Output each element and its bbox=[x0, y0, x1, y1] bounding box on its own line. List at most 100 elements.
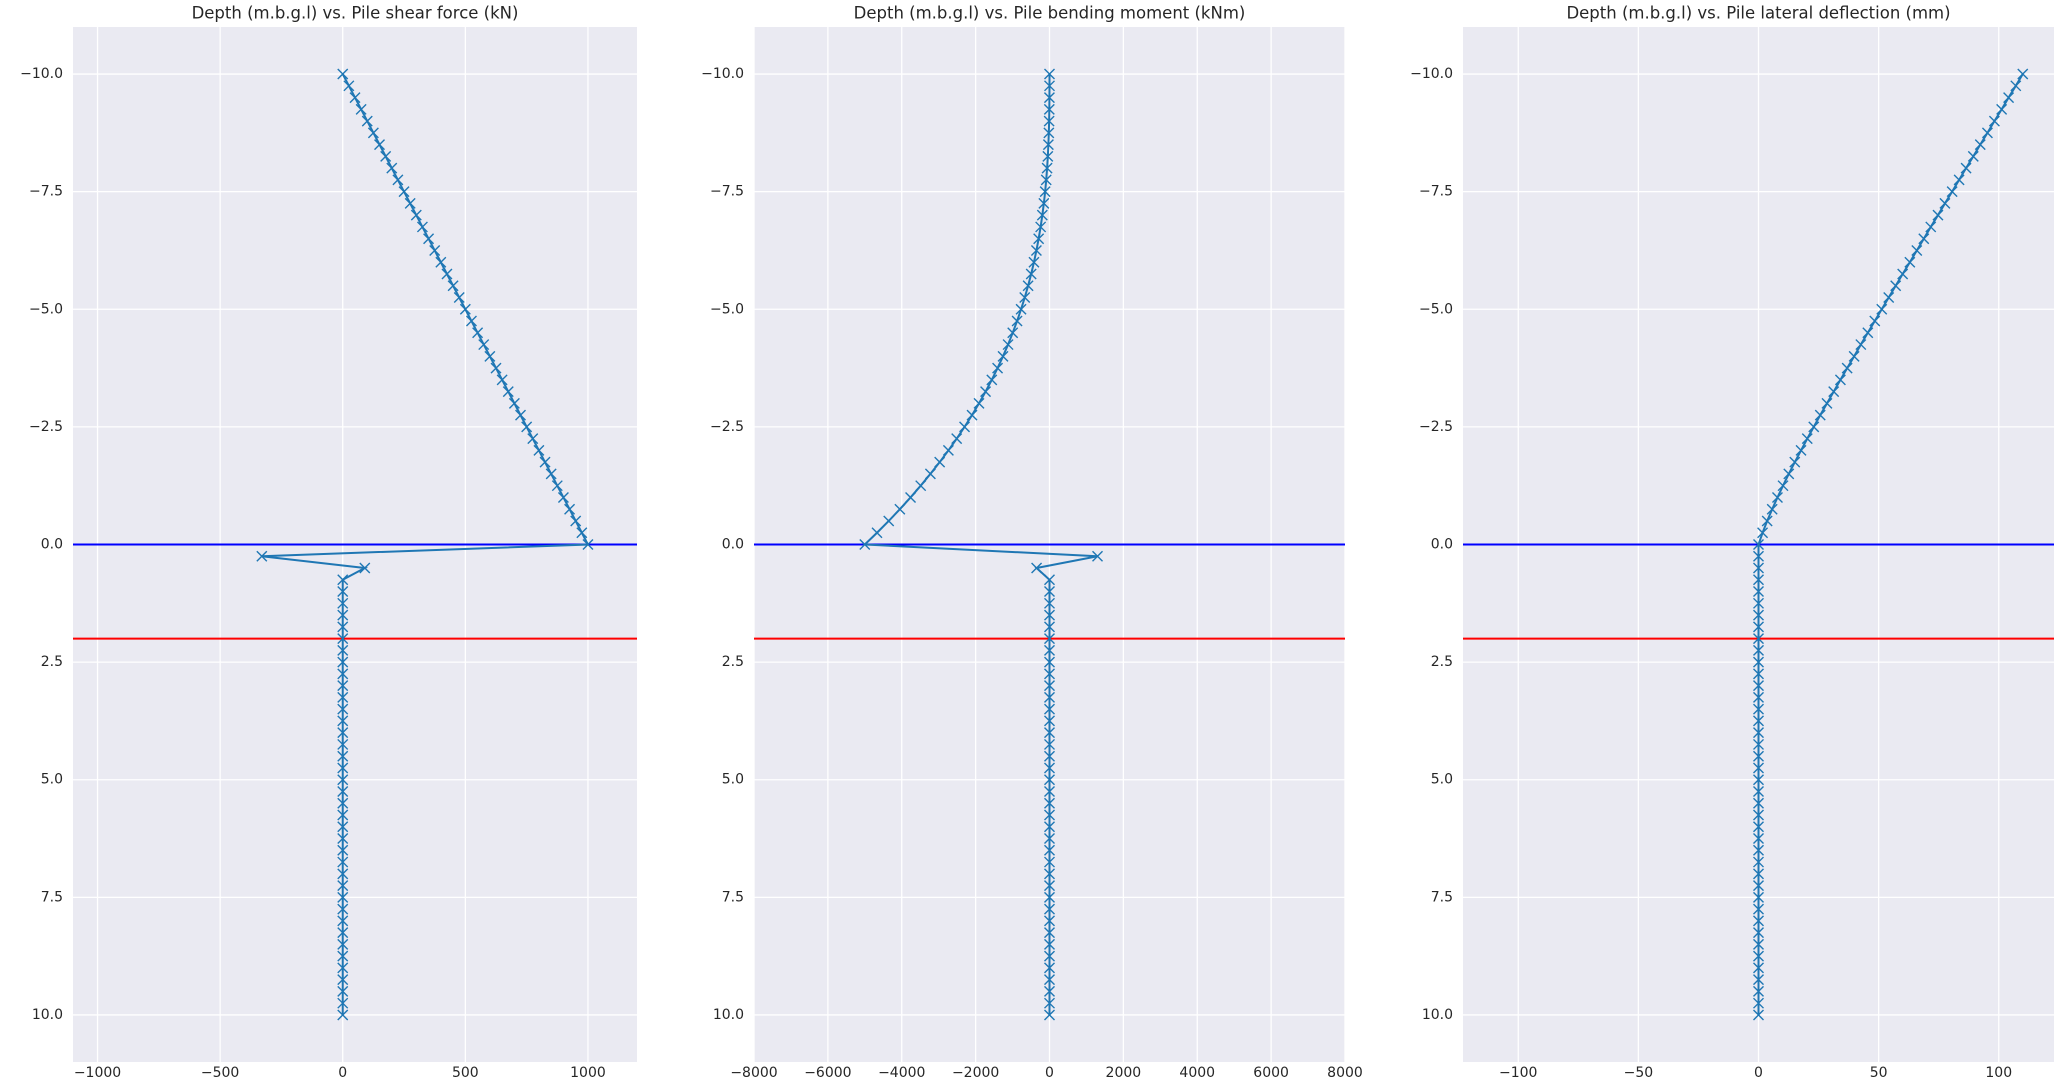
data-marker bbox=[1834, 374, 1846, 386]
data-marker bbox=[337, 1009, 349, 1021]
data-marker bbox=[1044, 586, 1055, 598]
y-tick-label: −10.0 bbox=[1410, 66, 1453, 82]
data-marker bbox=[465, 315, 477, 327]
data-marker bbox=[1753, 997, 1764, 1009]
data-marker bbox=[1753, 915, 1764, 927]
data-marker bbox=[570, 515, 582, 527]
data-marker bbox=[1038, 197, 1050, 209]
data-marker bbox=[1753, 750, 1764, 762]
data-marker bbox=[472, 327, 484, 339]
data-marker bbox=[1897, 268, 1909, 280]
data-marker bbox=[1757, 527, 1769, 539]
data-marker bbox=[337, 703, 349, 715]
data-marker bbox=[1753, 644, 1764, 656]
data-marker bbox=[1753, 680, 1764, 692]
data-marker bbox=[959, 421, 971, 433]
data-marker bbox=[1876, 303, 1888, 315]
data-marker bbox=[1996, 103, 2008, 115]
data-marker bbox=[337, 880, 349, 892]
data-marker bbox=[1040, 174, 1052, 186]
data-marker bbox=[1044, 774, 1055, 786]
data-marker bbox=[871, 527, 883, 539]
data-marker bbox=[423, 233, 435, 245]
data-marker bbox=[1821, 397, 1833, 409]
data-marker bbox=[256, 550, 268, 562]
data-marker bbox=[894, 503, 906, 515]
data-marker bbox=[337, 68, 349, 80]
data-marker bbox=[459, 303, 471, 315]
data-marker bbox=[1044, 844, 1055, 856]
data-marker bbox=[1042, 139, 1054, 151]
y-tick-label: 5.0 bbox=[1431, 772, 1453, 788]
data-marker bbox=[502, 386, 514, 398]
data-marker bbox=[398, 186, 410, 198]
data-marker bbox=[337, 715, 349, 727]
data-marker bbox=[508, 397, 520, 409]
y-tick-label: −5.0 bbox=[29, 301, 63, 317]
data-marker bbox=[496, 374, 508, 386]
data-marker bbox=[374, 139, 386, 151]
data-marker bbox=[1031, 562, 1043, 574]
data-marker bbox=[337, 644, 349, 656]
data-marker bbox=[337, 597, 349, 609]
data-marker bbox=[1753, 703, 1764, 715]
data-marker bbox=[859, 539, 871, 550]
data-marker bbox=[1092, 550, 1104, 562]
data-marker bbox=[1039, 186, 1051, 198]
data-marker bbox=[337, 609, 349, 621]
data-marker bbox=[349, 92, 361, 104]
data-marker bbox=[1967, 150, 1979, 162]
data-marker bbox=[1044, 974, 1055, 986]
data-marker bbox=[337, 950, 349, 962]
x-tick-label: 0 bbox=[1045, 1065, 1054, 1081]
data-marker bbox=[1044, 833, 1055, 845]
data-marker bbox=[337, 938, 349, 950]
data-marker bbox=[1044, 80, 1055, 92]
data-marker bbox=[1043, 103, 1055, 115]
data-marker bbox=[380, 150, 392, 162]
data-marker bbox=[1044, 950, 1055, 962]
data-marker bbox=[337, 750, 349, 762]
data-marker bbox=[1753, 597, 1764, 609]
data-marker bbox=[1002, 339, 1014, 351]
x-tick-label: −8000 bbox=[730, 1065, 777, 1081]
x-tick-label: 500 bbox=[452, 1065, 479, 1081]
x-tick-label: 4000 bbox=[1179, 1065, 1215, 1081]
data-marker bbox=[905, 491, 917, 503]
data-marker bbox=[337, 974, 349, 986]
data-marker bbox=[1761, 515, 1773, 527]
data-marker bbox=[1035, 221, 1047, 233]
data-marker bbox=[1025, 268, 1037, 280]
subplot: Depth (m.b.g.l) vs. Pile lateral deflect… bbox=[1410, 4, 2054, 1081]
data-marker bbox=[1044, 868, 1055, 880]
data-marker bbox=[1753, 668, 1764, 680]
data-marker bbox=[337, 680, 349, 692]
data-marker bbox=[973, 397, 985, 409]
data-marker bbox=[337, 997, 349, 1009]
data-marker bbox=[1044, 680, 1055, 692]
data-marker bbox=[2010, 80, 2022, 92]
data-marker bbox=[1753, 715, 1764, 727]
data-marker bbox=[1044, 785, 1055, 797]
data-marker bbox=[1753, 938, 1764, 950]
data-marker bbox=[337, 797, 349, 809]
x-tick-label: 2000 bbox=[1106, 1065, 1142, 1081]
data-marker bbox=[1044, 68, 1055, 80]
data-marker bbox=[951, 433, 963, 445]
data-marker bbox=[582, 539, 594, 550]
data-marker bbox=[1808, 421, 1820, 433]
y-tick-label: 5.0 bbox=[722, 772, 744, 788]
data-marker bbox=[441, 268, 453, 280]
data-marker bbox=[1766, 503, 1778, 515]
data-marker bbox=[2003, 92, 2015, 104]
data-marker bbox=[1044, 962, 1055, 974]
data-marker bbox=[1044, 597, 1055, 609]
data-marker bbox=[1044, 903, 1055, 915]
data-marker bbox=[1981, 127, 1993, 139]
y-tick-label: 7.5 bbox=[41, 889, 63, 905]
data-marker bbox=[337, 668, 349, 680]
data-marker bbox=[392, 174, 404, 186]
y-tick-label: 2.5 bbox=[41, 654, 63, 670]
x-tick-label: 0 bbox=[338, 1065, 347, 1081]
data-marker bbox=[1041, 162, 1053, 174]
